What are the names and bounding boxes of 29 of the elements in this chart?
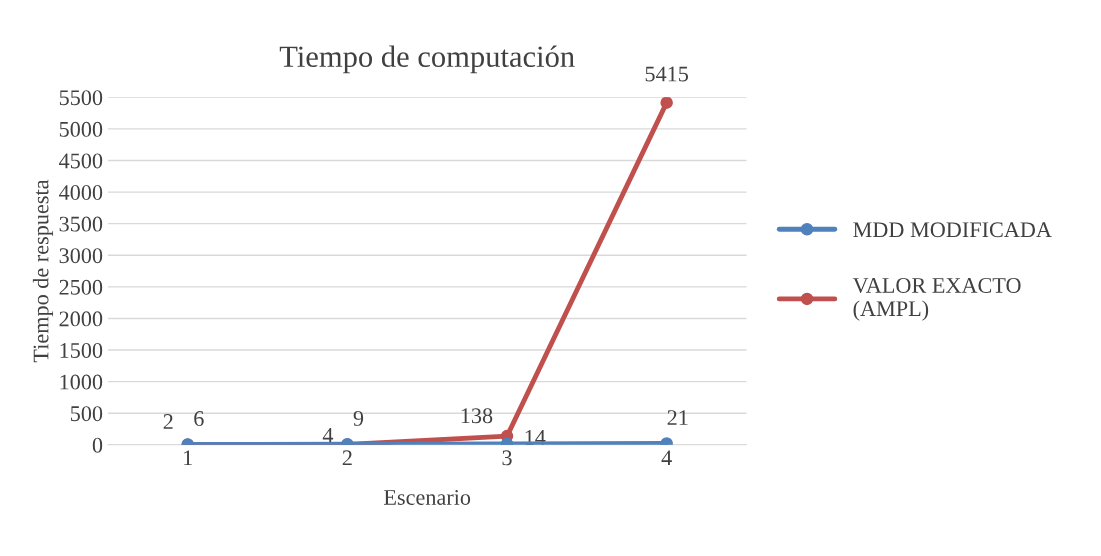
y-tick-label: 5000 — [59, 121, 103, 137]
x-tick-label: 2 — [342, 450, 352, 466]
data-label: 5415 — [645, 66, 689, 82]
x-tick-label: 4 — [661, 450, 672, 466]
data-label: 2 — [163, 414, 173, 429]
y-tick-label: 500 — [71, 406, 103, 422]
y-tick-label: 5500 — [59, 90, 103, 106]
legend-label: VALOR EXACTO (AMPL) — [852, 277, 1021, 321]
data-label: 4 — [322, 427, 334, 443]
y-tick-label: 3500 — [59, 216, 103, 232]
x-tick-label: 1 — [184, 450, 192, 466]
y-tick-label: 1000 — [60, 374, 103, 390]
y-tick-label: 3000 — [59, 248, 103, 264]
x-tick-label: 3 — [502, 450, 512, 466]
data-label: 6 — [194, 411, 204, 427]
data-label: 21 — [667, 410, 688, 425]
y-tick-label: 4500 — [59, 153, 103, 169]
y-tick-label: 4000 — [59, 185, 103, 200]
data-label: 138 — [461, 408, 493, 424]
chart-title: Tiempo de computación — [279, 45, 575, 74]
point — [660, 97, 673, 109]
y-axis-title: Tiempo de respuesta — [32, 179, 54, 363]
data-label: 9 — [353, 410, 364, 426]
y-tick-label: 2000 — [59, 311, 103, 327]
legend-label: MDD MODIFICADA — [853, 222, 1052, 238]
y-tick-label: 0 — [92, 437, 103, 453]
y-tick-label: 2500 — [59, 279, 103, 295]
y-tick-label: 1500 — [60, 342, 103, 358]
x-axis-title: Escenario — [384, 489, 471, 505]
